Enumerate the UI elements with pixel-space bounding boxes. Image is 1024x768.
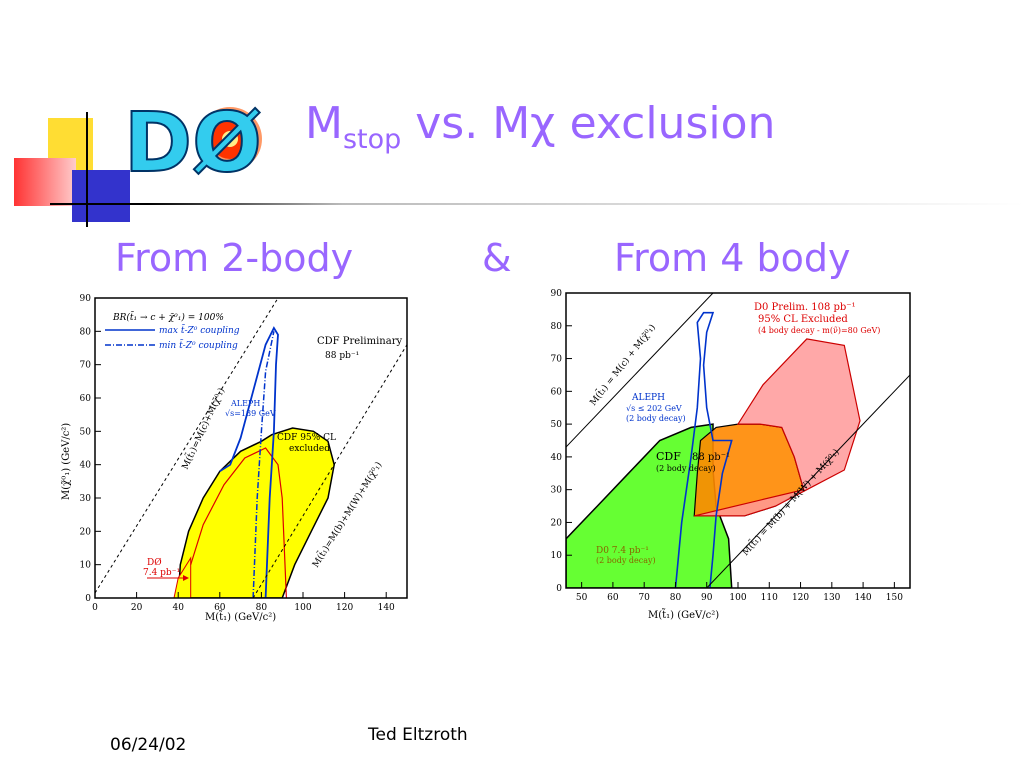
p2-d0-prelim: D0 Prelim. 108 pb⁻¹ — [754, 302, 856, 313]
p1-legend-title: BR(t̃₁ → c + χ̃⁰₁) = 100% — [112, 310, 224, 323]
p1-ytick-label: 10 — [80, 561, 92, 571]
p1-aleph-label: ALEPH — [230, 399, 260, 408]
p2-d0-2b-cond: (2 body decay) — [596, 556, 656, 565]
p1-ytick-label: 80 — [80, 327, 92, 337]
p2-ytick-label: 50 — [551, 420, 563, 430]
p2-xtick-label: 140 — [854, 593, 871, 603]
p1-ytick-label: 90 — [80, 294, 92, 304]
subtitle-right: From 4 body — [614, 236, 851, 280]
p2-xlabel: M(t̃₁) (GeV/c²) — [648, 608, 719, 621]
p2-ytick-label: 10 — [551, 551, 563, 561]
p1-aleph-max-contour — [219, 326, 279, 598]
p2-xtick-label: 50 — [576, 593, 588, 603]
subtitle-amp: & — [482, 236, 512, 280]
p1-xtick-label: 0 — [92, 603, 98, 613]
p1-ytick-label: 50 — [80, 427, 92, 437]
decor-square-red — [14, 158, 76, 206]
p1-ytick-label: 40 — [80, 461, 92, 471]
title-chi: χ — [530, 98, 556, 149]
p2-ytick-label: 70 — [551, 355, 563, 365]
p1-cdf-red-contour — [190, 447, 287, 598]
p2-ytick-label: 80 — [551, 322, 563, 332]
title-end: exclusion — [555, 98, 776, 149]
p1-d0-label: DØ — [147, 557, 162, 568]
p1-line1-label: M(t̃₁)=M(c)+M(χ̃⁰₁) — [178, 385, 227, 471]
p2-ytick-label: 20 — [551, 518, 563, 528]
p2-xtick-label: 70 — [638, 593, 650, 603]
p2-aleph-label: ALEPH — [631, 393, 665, 403]
footer-author: Ted Eltzroth — [368, 725, 468, 745]
p2-xtick-label: 100 — [729, 593, 746, 603]
p1-xlabel: M(t̃₁) (GeV/c²) — [205, 610, 276, 623]
plot1-frame — [94, 297, 408, 599]
p1-d0-lumi: 7.4 pb⁻¹ — [143, 568, 180, 578]
decor-hline — [50, 203, 1024, 205]
p2-pink-region — [694, 338, 861, 517]
p2-xtick-label: 150 — [886, 593, 903, 603]
p2-xtick-label: 120 — [792, 593, 809, 603]
p2-d0-excl: 95% CL Excluded — [758, 314, 848, 325]
p1-xtick-label: 100 — [294, 603, 311, 613]
logo: DØ — [120, 95, 290, 192]
p1-ytick-label: 60 — [80, 394, 92, 404]
p1-cdf-excl-2: excluded — [289, 444, 330, 454]
p2-ytick-label: 40 — [551, 453, 563, 463]
p2-cdf-cond: (2 body decay) — [656, 464, 716, 473]
p1-diag1 — [95, 298, 279, 594]
p1-legend-max: max t̃-Z⁰ coupling — [159, 323, 240, 336]
p2-aleph-contour — [674, 311, 733, 588]
p1-cdf-lumi: 88 pb⁻¹ — [325, 351, 359, 361]
decor-vline — [86, 112, 88, 227]
p2-ytick-label: 0 — [556, 584, 562, 594]
p1-cdf-excl-1: CDF 95% CL — [277, 433, 336, 443]
p2-d0-cond: (4 body decay - m(ν̃)=80 GeV) — [758, 326, 880, 335]
p2-xtick-label: 90 — [701, 593, 713, 603]
p1-diag2 — [252, 344, 407, 598]
chart-2body: 0 20 40 60 80 100 120 140 0 10 20 30 40 50 60 70 80 90 BR… — [61, 294, 408, 623]
p1-xtick-label: 120 — [336, 603, 353, 613]
p1-xtick-label: 60 — [214, 603, 226, 613]
p2-aleph-energy: √s ≤ 202 GeV — [626, 404, 682, 413]
p1-xtick-label: 140 — [378, 603, 395, 613]
p1-d0-arrowhead — [183, 575, 189, 581]
p2-diag1 — [566, 293, 714, 448]
p2-xtick-label: 110 — [761, 593, 778, 603]
p1-xtick-label: 80 — [256, 603, 268, 613]
p1-ytick-label: 20 — [80, 527, 92, 537]
page-title: Mstop vs. Mχ exclusion — [305, 98, 775, 155]
subtitle-left: From 2-body — [115, 236, 354, 280]
title-mid: vs. M — [401, 98, 531, 149]
p2-aleph-cond: (2 body decay) — [626, 414, 686, 423]
chart-4body: 50 60 70 80 90 100 110 120 130 140 150 0 10 20 30 40 50 6… — [551, 289, 911, 621]
decor-square-blue — [72, 170, 130, 222]
p2-ytick-label: 60 — [551, 387, 563, 397]
footer-date: 06/24/02 — [110, 735, 187, 755]
p1-aleph-energy: √s=189 GeV — [225, 409, 276, 418]
p1-legend-min: min t̃-Z⁰ coupling — [159, 338, 238, 351]
p2-ytick-label: 30 — [551, 486, 563, 496]
p1-ylabel: M(χ̃⁰₁) (GeV/c²) — [61, 423, 72, 500]
p2-xtick-label: 80 — [670, 593, 682, 603]
p2-d0-2b-label: D0 7.4 pb⁻¹ — [596, 546, 649, 556]
p1-xtick-label: 40 — [172, 603, 184, 613]
title-sub: stop — [342, 123, 402, 155]
logo-text: DØ — [124, 96, 262, 185]
p1-ytick-label: 0 — [85, 594, 91, 604]
p1-ytick-label: 30 — [80, 494, 92, 504]
p2-cdf-lumi: 88 pb⁻¹ — [692, 452, 730, 463]
p1-xtick-label: 20 — [131, 603, 143, 613]
p1-aleph-min-contour — [252, 331, 275, 598]
p1-cdf-label: CDF Preliminary — [317, 336, 402, 347]
p2-xtick-label: 130 — [823, 593, 840, 603]
p2-cdf-label: CDF — [656, 450, 681, 463]
title-m: M — [305, 98, 343, 149]
p2-xtick-label: 60 — [607, 593, 619, 603]
p1-ytick-label: 70 — [80, 361, 92, 371]
p2-ytick-label: 90 — [551, 289, 563, 299]
p2-diag2 — [706, 374, 910, 588]
